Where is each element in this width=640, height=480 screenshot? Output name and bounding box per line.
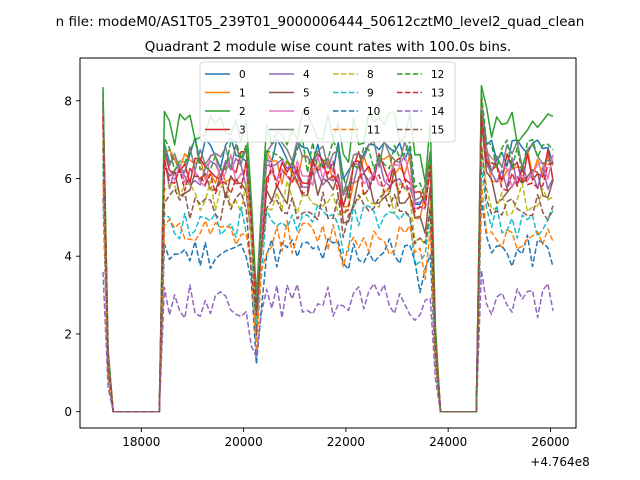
legend-label-14: 14: [431, 106, 445, 118]
series-line-14: [102, 269, 554, 413]
y-tick-label: 4: [64, 250, 72, 264]
legend-label-5: 5: [303, 88, 310, 100]
chart-title: Quadrant 2 module wise count rates with …: [145, 39, 511, 55]
x-offset-label: +4.764e8: [530, 455, 589, 469]
legend-label-3: 3: [239, 125, 246, 137]
x-tick-label: 26000: [531, 435, 569, 449]
legend-label-0: 0: [239, 69, 246, 81]
y-axis: 0 2 4 6 8: [64, 94, 80, 419]
y-tick-label: 6: [64, 172, 72, 186]
legend-label-2: 2: [239, 106, 246, 118]
y-tick-label: 0: [64, 405, 72, 419]
legend-label-10: 10: [367, 106, 380, 118]
legend-label-9: 9: [367, 88, 374, 100]
x-tick-label: 22000: [327, 435, 365, 449]
x-tick-label: 18000: [122, 435, 160, 449]
legend-label-4: 4: [303, 69, 310, 81]
series-layer: [102, 85, 554, 413]
y-tick-label: 2: [64, 327, 72, 341]
series-line-12: [102, 92, 554, 413]
y-tick-label: 8: [64, 94, 72, 108]
legend-label-12: 12: [431, 69, 444, 81]
legend-label-8: 8: [367, 69, 374, 81]
legend-label-1: 1: [239, 88, 246, 100]
x-tick-label: 24000: [429, 435, 467, 449]
series-line-15: [102, 144, 554, 413]
legend-label-6: 6: [303, 106, 310, 118]
legend-label-7: 7: [303, 125, 310, 137]
x-axis: 18000 20000 22000 24000 26000: [122, 428, 570, 449]
x-tick-label: 20000: [225, 435, 263, 449]
series-line-8: [102, 139, 554, 413]
legend-label-11: 11: [367, 125, 380, 137]
figure-suptitle: n file: modeM0/AS1T05_239T01_9000006444_…: [56, 14, 585, 30]
legend-box: [199, 61, 456, 143]
plot-frame: [79, 57, 577, 429]
legend-label-15: 15: [431, 125, 444, 137]
legend-label-13: 13: [431, 88, 444, 100]
